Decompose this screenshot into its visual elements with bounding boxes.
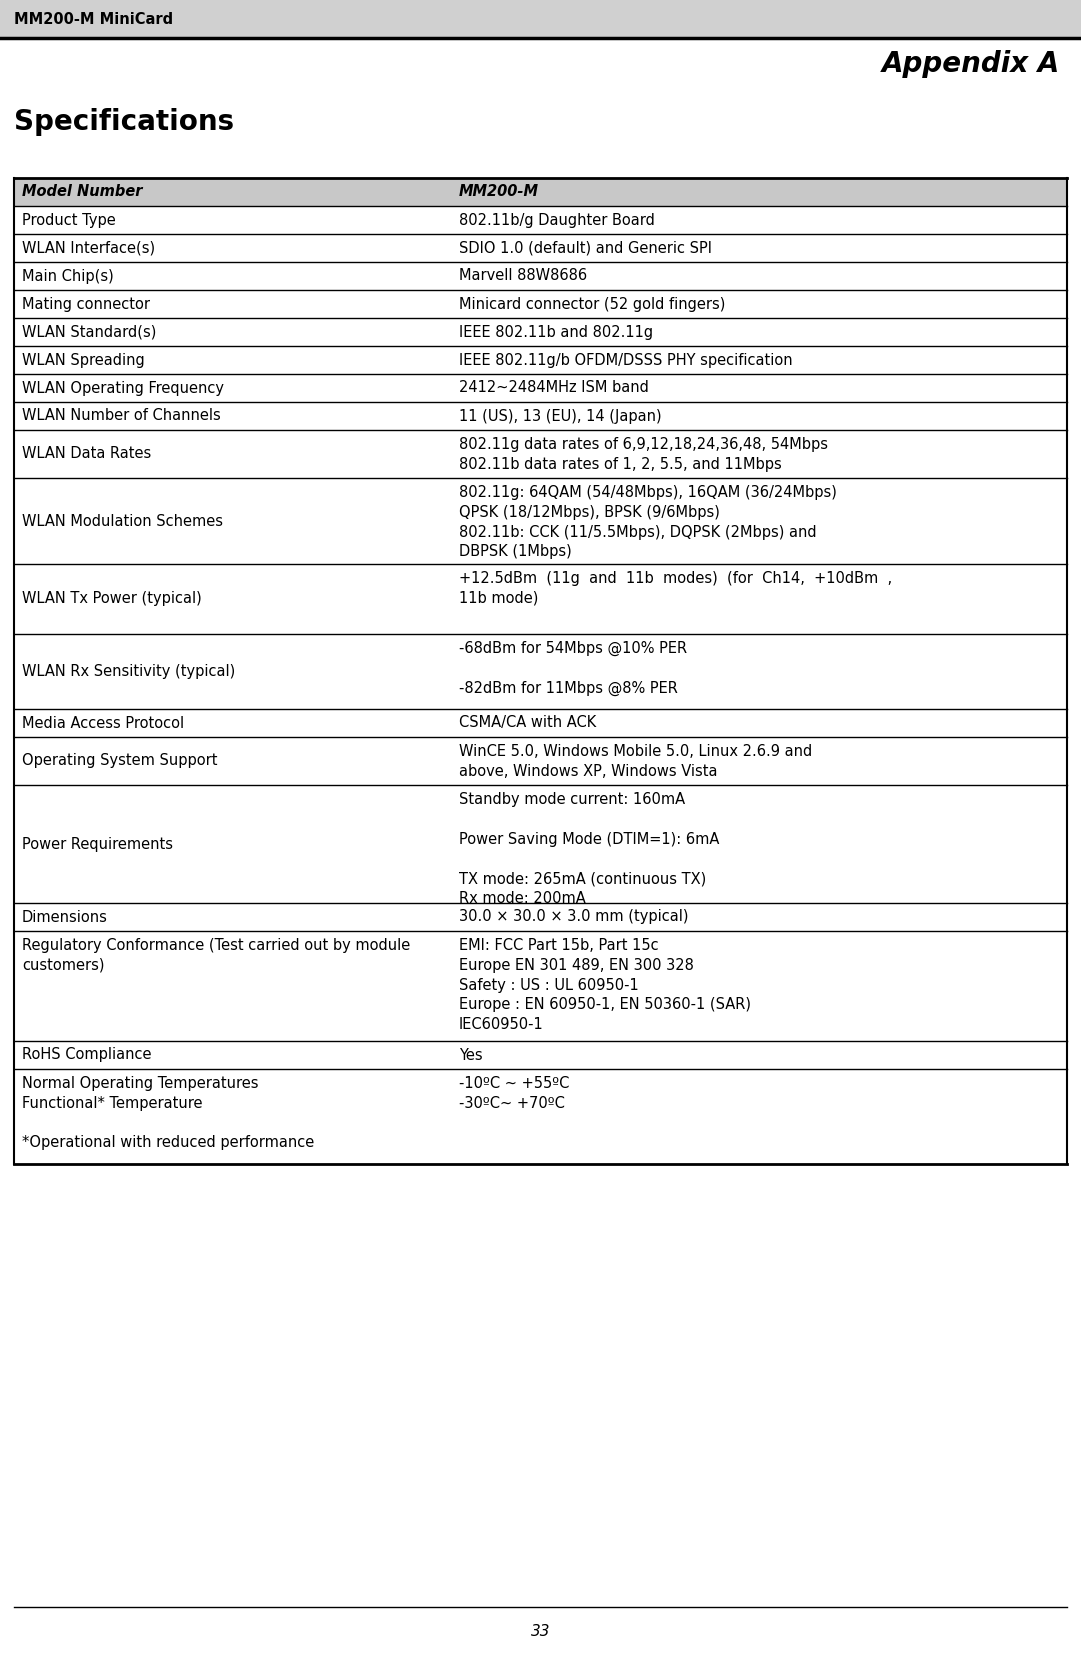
Text: WLAN Spreading: WLAN Spreading (22, 352, 145, 367)
Bar (14, 710, 1067, 736)
Bar (0, 0, 1081, 38)
Text: IEEE 802.11g/b OFDM/DSSS PHY specification: IEEE 802.11g/b OFDM/DSSS PHY specificati… (459, 352, 792, 367)
Bar (14, 902, 1067, 931)
Bar (14, 430, 1067, 479)
Text: -68dBm for 54Mbps @10% PER

-82dBm for 11Mbps @8% PER: -68dBm for 54Mbps @10% PER -82dBm for 11… (459, 642, 688, 696)
Text: Marvell 88W8686: Marvell 88W8686 (459, 269, 587, 284)
Text: Regulatory Conformance (Test carried out by module
customers): Regulatory Conformance (Test carried out… (22, 937, 411, 972)
Bar (14, 206, 1067, 234)
Text: Power Requirements: Power Requirements (22, 836, 173, 851)
Text: Normal Operating Temperatures
Functional* Temperature

*Operational with reduced: Normal Operating Temperatures Functional… (22, 1075, 315, 1150)
Text: WLAN Interface(s): WLAN Interface(s) (22, 241, 156, 256)
Text: Appendix A: Appendix A (882, 50, 1060, 78)
Text: 33: 33 (531, 1624, 550, 1639)
Bar (14, 263, 1067, 289)
Text: MM200-M: MM200-M (459, 184, 539, 199)
Text: Minicard connector (52 gold fingers): Minicard connector (52 gold fingers) (459, 296, 725, 311)
Bar (14, 1069, 1067, 1163)
Text: -10ºC ~ +55ºC
-30ºC~ +70ºC: -10ºC ~ +55ºC -30ºC~ +70ºC (459, 1075, 570, 1110)
Text: Dimensions: Dimensions (22, 909, 108, 924)
Bar (14, 479, 1067, 563)
Text: WinCE 5.0, Windows Mobile 5.0, Linux 2.6.9 and
above, Windows XP, Windows Vista: WinCE 5.0, Windows Mobile 5.0, Linux 2.6… (459, 745, 812, 779)
Text: Product Type: Product Type (22, 213, 116, 228)
Text: WLAN Standard(s): WLAN Standard(s) (22, 324, 157, 339)
Text: Mating connector: Mating connector (22, 296, 150, 311)
Bar (14, 784, 1067, 902)
Text: RoHS Compliance: RoHS Compliance (22, 1047, 151, 1062)
Bar (14, 178, 1067, 206)
Text: CSMA/CA with ACK: CSMA/CA with ACK (459, 716, 597, 731)
Text: Main Chip(s): Main Chip(s) (22, 269, 114, 284)
Bar (14, 346, 1067, 374)
Text: WLAN Number of Channels: WLAN Number of Channels (22, 409, 221, 424)
Bar (14, 931, 1067, 1040)
Text: 30.0 × 30.0 × 3.0 mm (typical): 30.0 × 30.0 × 3.0 mm (typical) (459, 909, 689, 924)
Text: 802.11g: 64QAM (54/48Mbps), 16QAM (36/24Mbps)
QPSK (18/12Mbps), BPSK (9/6Mbps)
8: 802.11g: 64QAM (54/48Mbps), 16QAM (36/24… (459, 485, 837, 560)
Text: Yes: Yes (459, 1047, 482, 1062)
Bar (14, 1040, 1067, 1069)
Text: IEEE 802.11b and 802.11g: IEEE 802.11b and 802.11g (459, 324, 653, 339)
Text: Specifications: Specifications (14, 108, 235, 136)
Bar (14, 234, 1067, 263)
Text: Media Access Protocol: Media Access Protocol (22, 716, 184, 731)
Text: EMI: FCC Part 15b, Part 15c
Europe EN 301 489, EN 300 328
Safety : US : UL 60950: EMI: FCC Part 15b, Part 15c Europe EN 30… (459, 937, 751, 1032)
Text: +12.5dBm  (11g  and  11b  modes)  (for  Ch14,  +10dBm  ,
11b mode): +12.5dBm (11g and 11b modes) (for Ch14, … (459, 572, 892, 607)
Text: MM200-M MiniCard: MM200-M MiniCard (14, 12, 173, 27)
Bar (14, 374, 1067, 402)
Text: Model Number: Model Number (22, 184, 143, 199)
Text: 2412~2484MHz ISM band: 2412~2484MHz ISM band (459, 381, 649, 396)
Text: WLAN Operating Frequency: WLAN Operating Frequency (22, 381, 224, 396)
Text: Operating System Support: Operating System Support (22, 753, 217, 768)
Text: WLAN Modulation Schemes: WLAN Modulation Schemes (22, 514, 223, 529)
Text: WLAN Rx Sensitivity (typical): WLAN Rx Sensitivity (typical) (22, 665, 236, 680)
Text: Standby mode current: 160mA

Power Saving Mode (DTIM=1): 6mA

TX mode: 265mA (co: Standby mode current: 160mA Power Saving… (459, 793, 719, 906)
Bar (14, 289, 1067, 317)
Bar (14, 736, 1067, 784)
Text: 11 (US), 13 (EU), 14 (Japan): 11 (US), 13 (EU), 14 (Japan) (459, 409, 662, 424)
Text: 802.11b/g Daughter Board: 802.11b/g Daughter Board (459, 213, 655, 228)
Text: SDIO 1.0 (default) and Generic SPI: SDIO 1.0 (default) and Generic SPI (459, 241, 712, 256)
Text: WLAN Data Rates: WLAN Data Rates (22, 447, 151, 462)
Bar (14, 633, 1067, 710)
Bar (14, 317, 1067, 346)
Text: 802.11g data rates of 6,9,12,18,24,36,48, 54Mbps
802.11b data rates of 1, 2, 5.5: 802.11g data rates of 6,9,12,18,24,36,48… (459, 437, 828, 472)
Bar (14, 402, 1067, 430)
Text: WLAN Tx Power (typical): WLAN Tx Power (typical) (22, 592, 202, 607)
Bar (14, 563, 1067, 633)
